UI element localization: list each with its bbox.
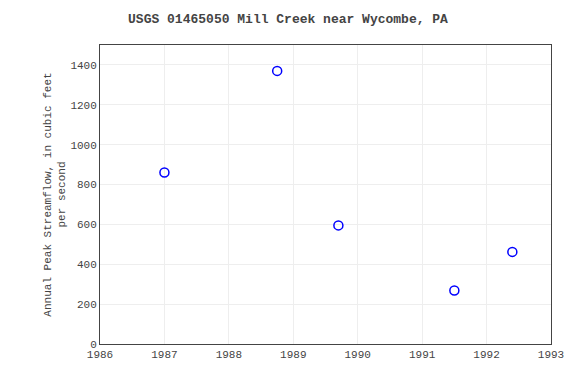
svg-text:1991: 1991 [409,349,436,361]
svg-text:1200: 1200 [70,100,96,112]
svg-text:1990: 1990 [345,349,371,361]
svg-text:1989: 1989 [280,349,306,361]
svg-text:1988: 1988 [216,349,242,361]
svg-text:800: 800 [77,179,97,191]
svg-text:1000: 1000 [70,140,96,152]
svg-text:600: 600 [77,219,97,231]
svg-text:1987: 1987 [151,349,177,361]
svg-text:1400: 1400 [70,60,96,72]
svg-text:1986: 1986 [87,349,113,361]
svg-text:Annual Peak Streamflow, in cub: Annual Peak Streamflow, in cubic feetper… [42,72,68,316]
svg-text:400: 400 [77,259,97,271]
svg-text:200: 200 [77,299,97,311]
svg-text:USGS 01465050 Mill Creek near: USGS 01465050 Mill Creek near Wycombe, P… [128,12,448,27]
svg-text:1993: 1993 [538,349,564,361]
svg-text:0: 0 [90,339,97,351]
svg-text:1992: 1992 [473,349,499,361]
